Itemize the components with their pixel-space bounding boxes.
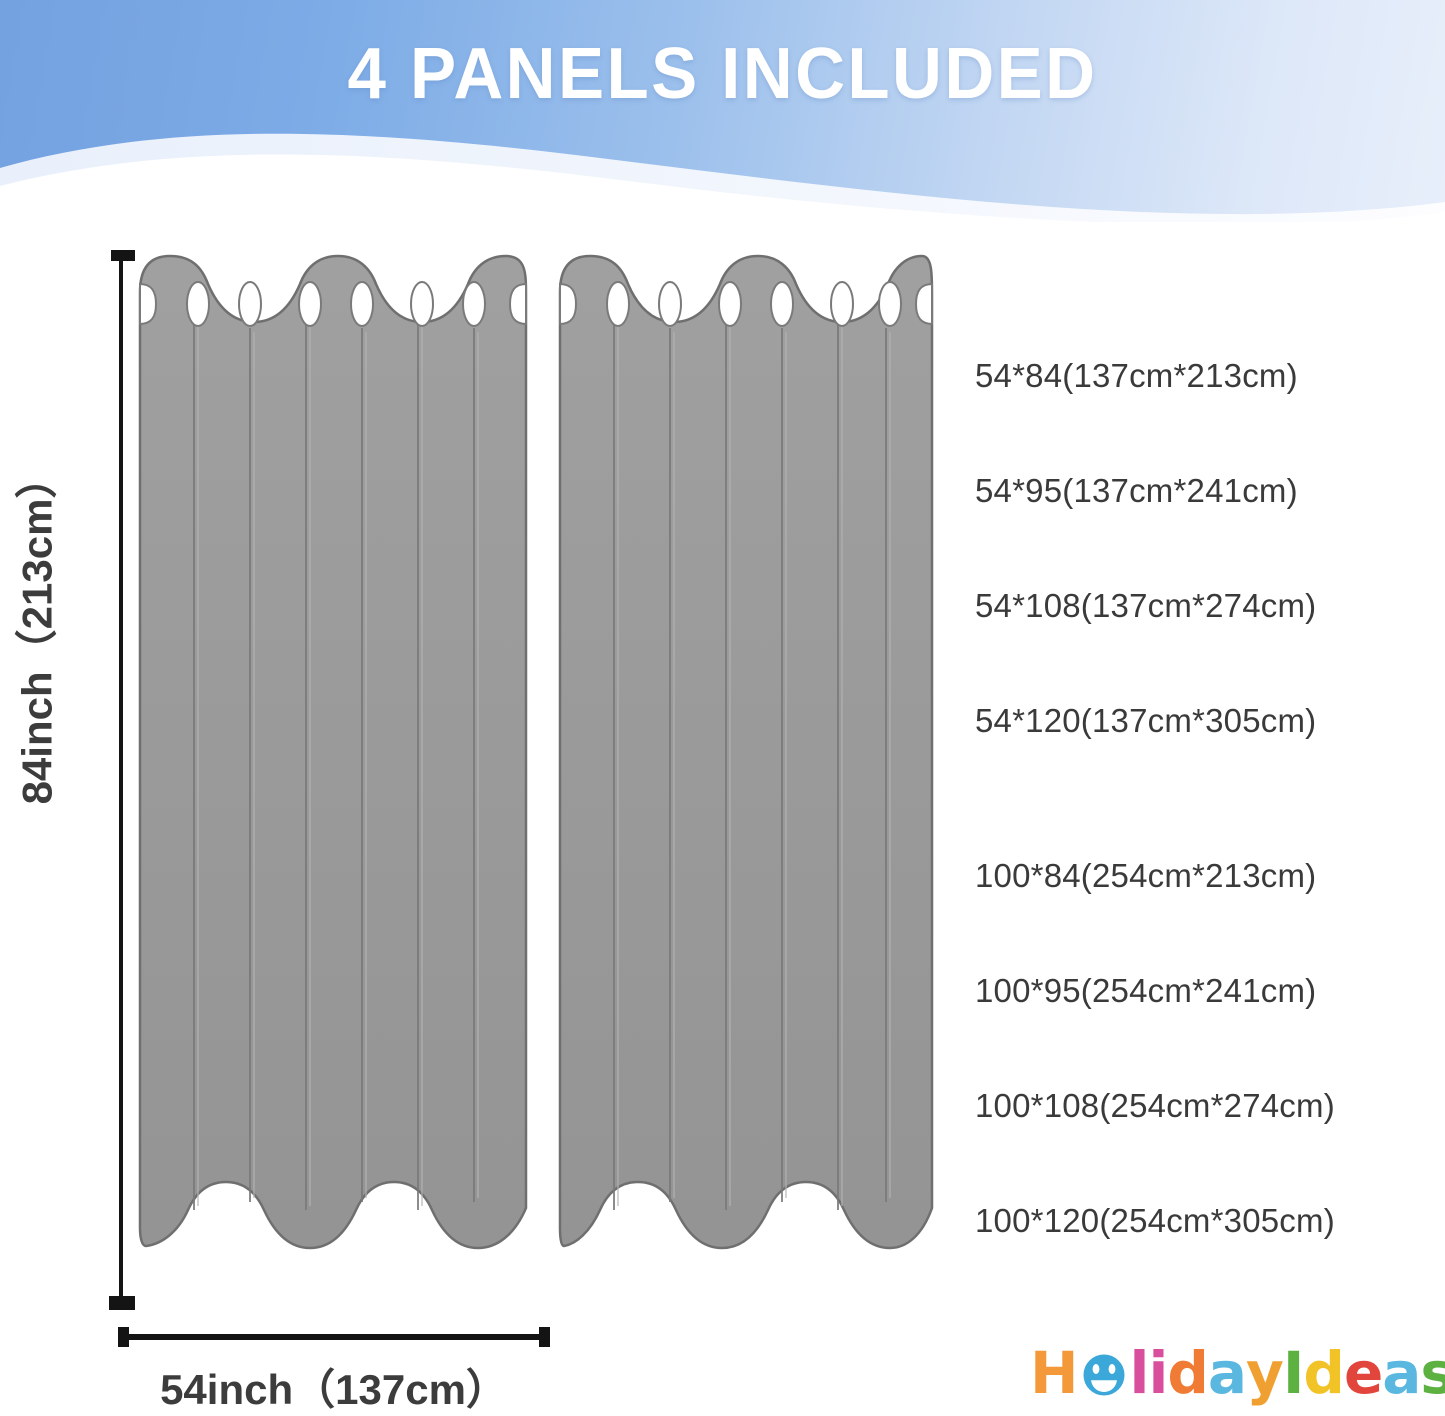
- size-option: 54*84(137cm*213cm): [975, 357, 1298, 394]
- size-option: 100*95(254cm*241cm): [975, 972, 1317, 1009]
- logo-letter: I: [1282, 1339, 1305, 1407]
- curtain-panels-illustration: [136, 248, 936, 1313]
- logo-letter: i: [1148, 1339, 1168, 1407]
- height-dimension-label: 84inch（213cm）: [13, 456, 61, 805]
- page-title: 4 PANELS INCLUDED: [347, 34, 1098, 114]
- size-option: 100*108(254cm*274cm): [975, 1087, 1335, 1124]
- width-dimension-line: [118, 1327, 550, 1347]
- size-option: 100*84(254cm*213cm): [975, 857, 1317, 894]
- header-banner: 4 PANELS INCLUDED: [0, 0, 1445, 222]
- logo-letter: s: [1420, 1339, 1445, 1407]
- logo-letter: e: [1343, 1339, 1383, 1407]
- size-group-separator: [975, 778, 1415, 818]
- height-dimension-line: [109, 250, 135, 1310]
- logo-letter: a: [1382, 1339, 1421, 1407]
- logo-letter: l: [1129, 1339, 1150, 1407]
- size-option: 54*108(137cm*274cm): [975, 587, 1317, 624]
- grommet-group-left: [139, 281, 527, 327]
- size-option: 100*120(254cm*305cm): [975, 1202, 1335, 1239]
- banner-wave-decoration: [0, 133, 1445, 222]
- size-option: 54*120(137cm*305cm): [975, 702, 1317, 739]
- logo-letter: d: [1167, 1339, 1209, 1407]
- logo-letter: a: [1207, 1339, 1247, 1407]
- smiley-face-icon: [1078, 1344, 1130, 1399]
- curtain-panel-right: [558, 254, 934, 1250]
- logo-letter: d: [1303, 1339, 1345, 1407]
- logo-letter: y: [1246, 1339, 1284, 1407]
- width-dimension-label: 54inch（137cm）: [160, 1366, 508, 1413]
- size-option: 54*95(137cm*241cm): [975, 472, 1298, 509]
- grommet-group-right: [559, 281, 933, 327]
- size-options-list: 54*84(137cm*213cm) 54*95(137cm*241cm) 54…: [975, 318, 1415, 1278]
- curtain-panel-left: [138, 254, 528, 1250]
- size-group-100-inch: 100*84(254cm*213cm) 100*95(254cm*241cm) …: [975, 818, 1415, 1278]
- size-group-54-inch: 54*84(137cm*213cm) 54*95(137cm*241cm) 54…: [975, 318, 1415, 778]
- logo-letter: H: [1030, 1339, 1079, 1407]
